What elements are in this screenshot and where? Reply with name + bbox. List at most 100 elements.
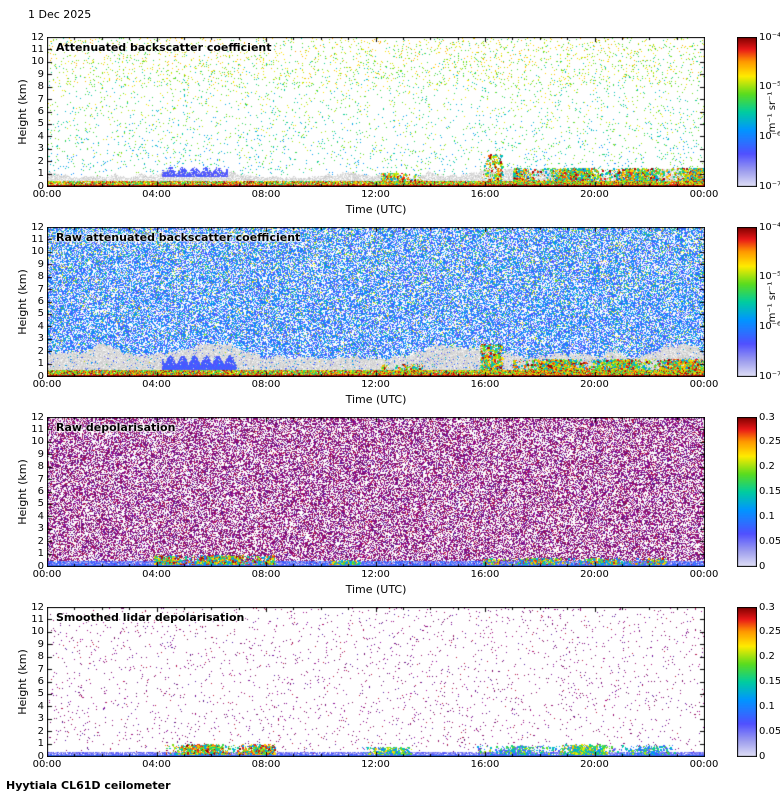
heatmap-canvas-attenuated-backscatter — [47, 37, 705, 187]
colorbar-tick-label: 0.2 — [759, 651, 775, 663]
x-tick-label: 16:00 — [470, 189, 500, 200]
colorbar-canvas — [737, 37, 757, 187]
colorbar-tick-label: 0 — [759, 560, 766, 572]
y-tick-label: 12 — [31, 411, 44, 423]
colorbar-canvas — [737, 607, 757, 757]
y-tick-label: 9 — [37, 448, 44, 460]
x-axis-label: Time (UTC) — [345, 203, 407, 216]
x-tick-label: 04:00 — [142, 379, 171, 390]
colorbar-tick-label: 0.1 — [759, 510, 775, 522]
colorbar-tick-label: 0.1 — [759, 700, 775, 712]
x-tick-label: 16:00 — [470, 379, 500, 390]
x-tick-label: 00:00 — [689, 379, 719, 390]
x-tick-label: 00:00 — [689, 759, 719, 770]
y-tick-label: 6 — [37, 296, 44, 307]
y-tick-label: 10 — [31, 626, 44, 638]
y-tick-label: 12 — [31, 601, 44, 613]
y-tick-label: 2 — [37, 345, 44, 357]
y-tick-label: 10 — [31, 246, 44, 258]
x-tick-label: 08:00 — [251, 379, 281, 390]
y-tick-label: 8 — [37, 271, 44, 283]
heatmap-canvas-raw-depolarisation — [47, 417, 705, 567]
y-axis-tick-labels: 12 11 10 9 8 7 6 5 4 3 2 1 0 — [0, 602, 46, 762]
y-tick-label: 11 — [31, 233, 44, 245]
colorbar-canvas — [737, 227, 757, 377]
y-tick-label: 11 — [31, 423, 44, 435]
colorbar-tick-label: 0 — [759, 750, 766, 762]
x-tick-label: 20:00 — [580, 759, 609, 770]
colorbar-tick-label: 0.15 — [759, 486, 780, 497]
y-tick-label: 5 — [37, 498, 44, 510]
y-tick-label: 3 — [37, 333, 44, 345]
y-tick-label: 9 — [37, 638, 44, 650]
panel-raw-attenuated-backscatter: Height (km) 12 11 10 9 8 7 6 5 4 3 2 1 0 Raw attenua… — [0, 222, 780, 417]
panel-smoothed-depolarisation: Height (km) 12 11 10 9 8 7 6 5 4 3 2 1 0 Smoothed li… — [0, 602, 780, 797]
x-tick-label: 12:00 — [361, 379, 390, 390]
colorbar-tick-label: 10⁻⁶ — [759, 320, 780, 332]
y-axis-tick-labels: 12 11 10 9 8 7 6 5 4 3 2 1 0 — [0, 32, 46, 192]
y-tick-label: 7 — [37, 283, 44, 295]
y-tick-label: 0 — [37, 560, 44, 572]
colorbar-tick-labels: 0.3 0.25 0.2 0.15 0.1 0.05 0 — [759, 412, 780, 572]
y-tick-label: 12 — [31, 31, 44, 43]
y-tick-label: 0 — [37, 370, 44, 382]
colorbar-tick-label: 10⁻⁵ — [759, 271, 780, 283]
y-tick-label: 1 — [37, 738, 44, 750]
colorbar-tick-label: 0.2 — [759, 461, 775, 473]
colorbar-tick-label: 10⁻⁵ — [759, 81, 780, 93]
colorbar-tick-labels: 10⁻⁴ 10⁻⁵ 10⁻⁶ 10⁻⁷ — [759, 222, 780, 382]
y-tick-label: 5 — [37, 308, 44, 320]
colorbar-unit-label: m⁻¹ sr⁻¹ — [767, 281, 778, 323]
x-tick-label: 00:00 — [32, 759, 62, 770]
x-axis-tick-labels: 00:00 04:00 08:00 12:00 16:00 20:00 00:00 — [0, 759, 780, 772]
x-tick-label: 00:00 — [689, 569, 719, 580]
y-tick-label: 3 — [37, 713, 44, 725]
colorbar-canvas — [737, 417, 757, 567]
y-tick-label: 2 — [37, 155, 44, 167]
colorbar-tick-label: 10⁻⁶ — [759, 130, 780, 142]
panel-title: Attenuated backscatter coefficient — [56, 41, 272, 54]
colorbar-tick-label: 0.05 — [759, 725, 780, 737]
y-axis-tick-labels: 12 11 10 9 8 7 6 5 4 3 2 1 0 — [0, 222, 46, 382]
panel-attenuated-backscatter: Height (km) 12 11 10 9 8 7 6 5 4 3 2 1 0 Attenuated … — [0, 32, 780, 227]
colorbar-tick-label: 0.3 — [759, 411, 775, 423]
heatmap-canvas-smoothed-depolarisation — [47, 607, 705, 757]
x-tick-label: 16:00 — [470, 759, 500, 770]
y-tick-label: 11 — [31, 43, 44, 55]
y-tick-label: 9 — [37, 258, 44, 270]
x-tick-label: 12:00 — [361, 759, 390, 770]
y-tick-label: 4 — [37, 320, 44, 332]
panel-title: Smoothed lidar depolarisation — [56, 611, 245, 624]
y-tick-label: 7 — [37, 473, 44, 485]
y-tick-label: 8 — [37, 651, 44, 663]
colorbar-tick-label: 0.15 — [759, 676, 780, 687]
colorbar-tick-label: 10⁻⁴ — [759, 31, 780, 43]
y-tick-label: 1 — [37, 548, 44, 560]
x-tick-label: 20:00 — [580, 189, 609, 200]
colorbar-tick-labels: 10⁻⁴ 10⁻⁵ 10⁻⁶ 10⁻⁷ — [759, 32, 780, 192]
colorbar-tick-labels: 0.3 0.25 0.2 0.15 0.1 0.05 0 — [759, 602, 780, 762]
colorbar-tick-label: 0.05 — [759, 535, 780, 547]
y-tick-label: 2 — [37, 535, 44, 547]
y-tick-label: 8 — [37, 461, 44, 473]
y-tick-label: 9 — [37, 68, 44, 80]
x-tick-label: 08:00 — [251, 569, 281, 580]
y-tick-label: 6 — [37, 106, 44, 117]
x-axis-tick-labels: 00:00 04:00 08:00 12:00 16:00 20:00 00:00 — [0, 189, 780, 202]
x-tick-label: 00:00 — [32, 379, 62, 390]
y-tick-label: 0 — [37, 180, 44, 192]
x-tick-label: 00:00 — [32, 569, 62, 580]
x-axis-tick-labels: 00:00 04:00 08:00 12:00 16:00 20:00 00:00 — [0, 379, 780, 392]
colorbar-tick-label: 0.25 — [759, 436, 780, 448]
x-tick-label: 08:00 — [251, 759, 281, 770]
y-tick-label: 6 — [37, 676, 44, 687]
y-tick-label: 3 — [37, 523, 44, 535]
x-tick-label: 00:00 — [689, 189, 719, 200]
panel-title: Raw attenuated backscatter coefficient — [56, 231, 301, 244]
x-tick-label: 16:00 — [470, 569, 500, 580]
y-tick-label: 10 — [31, 56, 44, 68]
y-tick-label: 5 — [37, 118, 44, 130]
colorbar-tick-label: 10⁻⁷ — [759, 180, 780, 192]
y-tick-label: 0 — [37, 750, 44, 762]
